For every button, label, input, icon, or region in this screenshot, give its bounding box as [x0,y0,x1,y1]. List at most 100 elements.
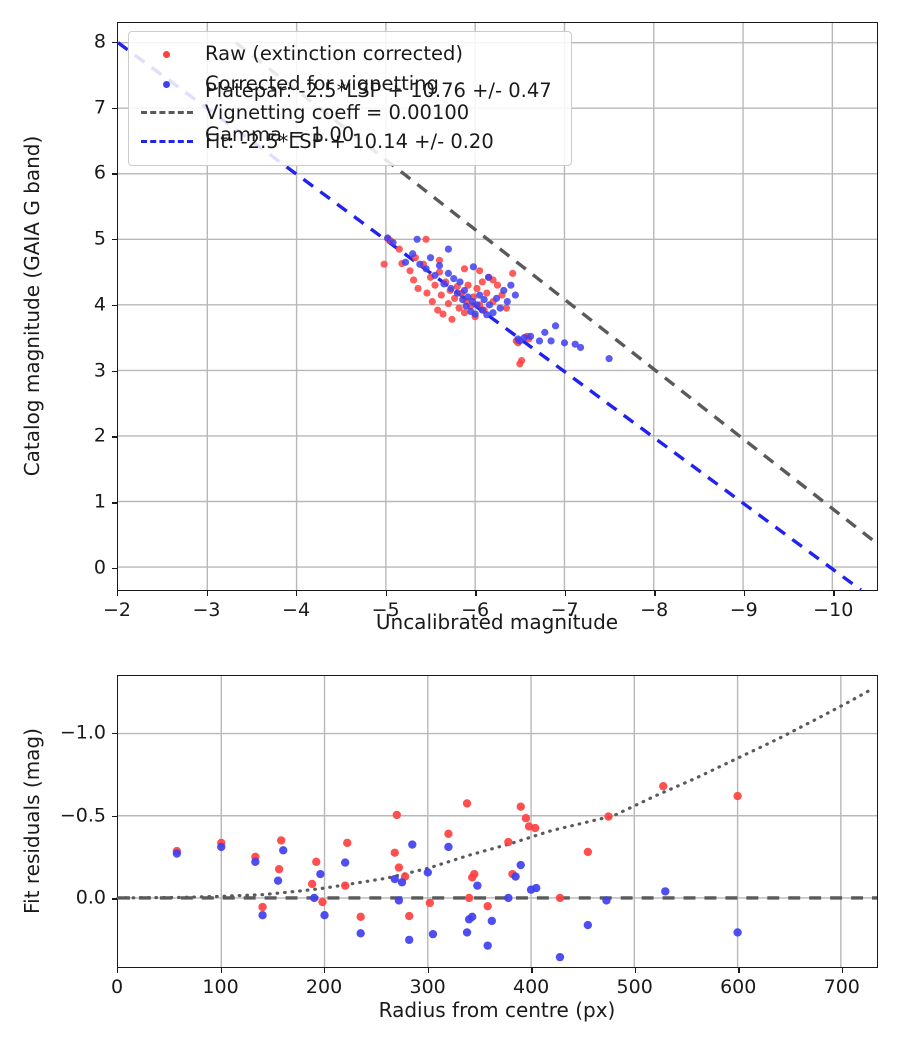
x-tick-mark [117,968,119,973]
data-point [444,245,452,253]
data-point [217,842,226,852]
x-tick-mark [634,968,637,973]
data-point [406,267,414,275]
x-tick-mark [564,591,567,596]
data-point [453,289,461,297]
x-tick-label: −6 [461,599,490,621]
x-tick-label: 400 [513,976,550,998]
data-point [258,902,267,912]
data-point [526,332,535,340]
data-point [504,893,513,903]
data-point [493,294,501,302]
data-point [532,883,541,893]
data-point [251,857,260,866]
data-point [521,814,531,823]
x-tick-mark [531,968,533,973]
y-tick-mark [112,304,117,307]
data-point [541,328,549,336]
x-tick-mark [427,968,429,973]
data-point [356,912,365,922]
data-point [483,941,492,950]
top-x-axis-title: Uncalibrated magnitude [375,610,619,634]
data-point [395,245,403,253]
data-point [428,929,438,939]
legend-item-platepar: Platepar: -2.5*LSP + 10.76 +/- 0.47 Vign… [139,80,561,145]
x-tick-mark [475,591,477,596]
data-point [547,337,555,345]
data-point [511,872,520,881]
data-point [520,334,528,342]
y-tick-mark [112,107,117,109]
data-point [390,874,399,884]
data-point [571,340,579,348]
y-tick-label: 2 [93,424,106,447]
data-point [380,260,388,268]
legend-marker-fit [139,132,195,152]
legend-label-platepar-equation: Platepar: -2.5*LSP + 10.76 +/- 0.47 [205,79,552,103]
data-point [504,837,513,847]
x-tick-label: −3 [192,599,221,621]
data-point [390,848,399,857]
data-point [440,280,448,288]
data-point [340,858,350,867]
y-tick-label: 3 [93,359,106,382]
data-point [462,799,472,808]
data-point [659,781,668,791]
data-point [444,269,452,277]
residual-y-axis-title: Fit residuals (mag) [20,728,44,914]
y-tick-mark [112,41,117,44]
x-tick-mark [743,591,746,596]
data-point [483,311,491,319]
scatter-series [172,781,742,922]
data-point [464,281,472,289]
data-point [444,842,453,852]
data-point [511,291,519,299]
y-tick-label: 1 [93,490,106,513]
x-tick-mark [833,591,835,596]
data-point [502,304,511,312]
y-tick-mark [112,173,117,175]
data-point [273,876,283,885]
data-point [397,878,407,887]
data-point [471,310,479,318]
x-tick-label: −9 [729,599,758,621]
data-point [455,304,463,312]
x-tick-mark [220,968,222,973]
data-point [583,920,593,930]
data-point [489,309,497,317]
data-point [409,276,418,284]
data-point [437,291,445,299]
plot-line [116,687,874,900]
data-point [431,271,439,279]
y-tick-label: −0.5 [59,804,106,827]
data-point [478,306,486,314]
data-point [276,836,286,845]
y-tick-label: 0 [93,556,106,579]
residual-x-axis-title: Radius from centre (px) [378,998,616,1022]
data-point [394,896,404,905]
legend-label-raw: Raw (extinction corrected) [205,42,463,66]
data-point [518,356,526,365]
data-point [392,810,402,820]
legend-label-corrected: Corrected for vignetting [205,72,439,96]
data-point [258,911,267,920]
data-point [473,284,481,293]
data-point [468,912,477,922]
data-point [312,857,321,866]
data-point [478,278,486,286]
x-tick-label: 700 [823,976,860,998]
x-tick-mark [296,591,298,596]
data-point [496,304,504,312]
x-tick-mark [117,591,119,596]
data-point [469,263,477,271]
legend-marker-platepar [139,103,195,123]
data-point [476,267,484,275]
scatter-series [384,234,613,363]
legend-marker-corrected [139,74,195,94]
data-point [464,893,474,903]
data-point [503,297,511,306]
legend-label-vignetting-coeff: Vignetting coeff = 0.00100 [205,101,470,125]
data-point [555,952,565,962]
data-point [172,849,182,858]
x-tick-mark [206,591,208,596]
